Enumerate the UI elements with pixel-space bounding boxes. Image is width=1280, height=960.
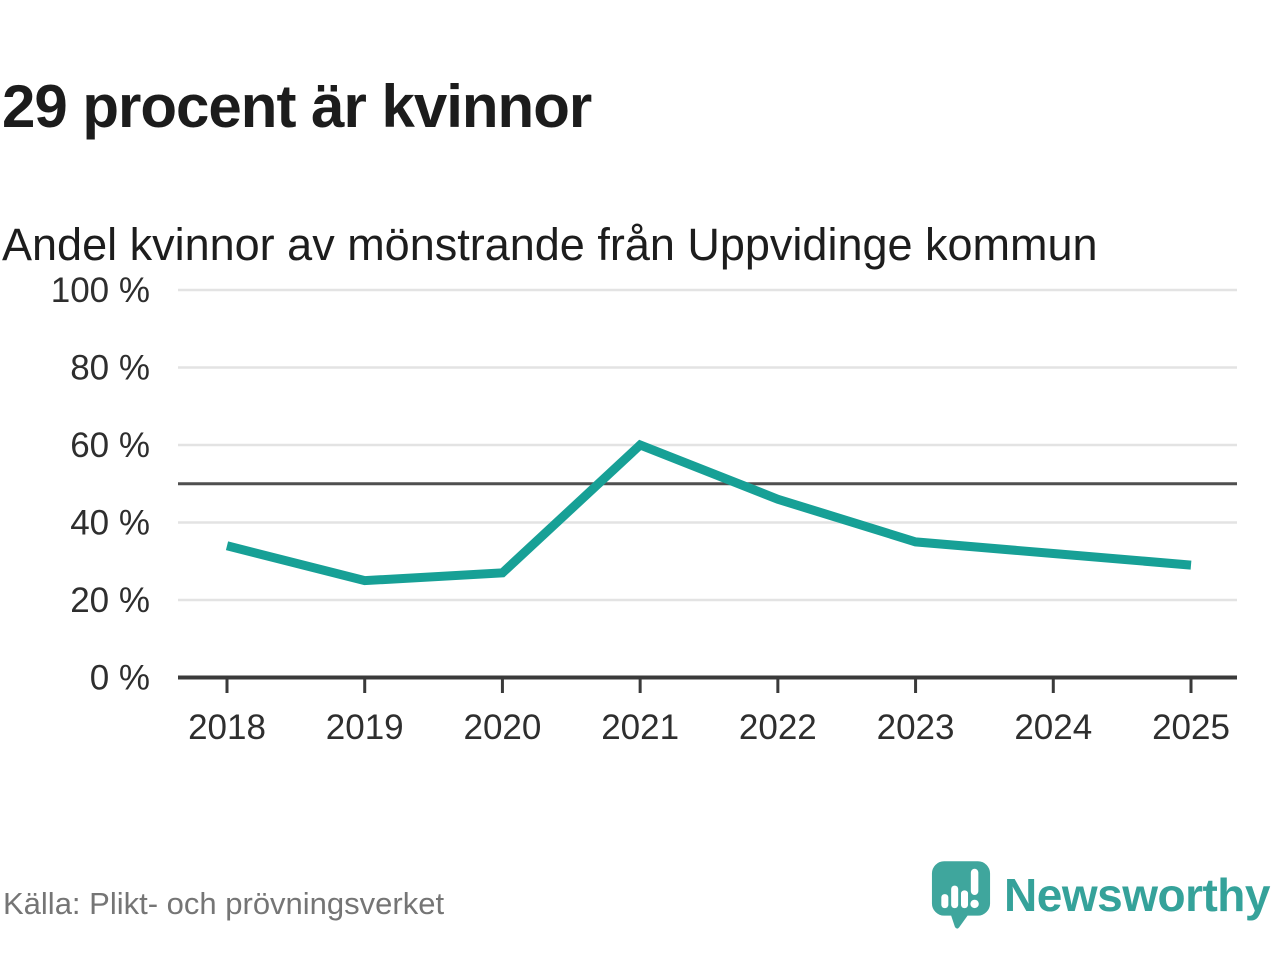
y-tick-label: 0 % [90,659,150,698]
x-tick-label: 2022 [739,708,817,747]
x-tick-label: 2024 [1014,708,1092,747]
x-tick-label: 2018 [188,708,266,747]
x-tick-label: 2025 [1152,708,1230,747]
page-title: 29 procent är kvinnor [2,73,592,141]
newsworthy-logo-icon [931,861,991,929]
y-tick-label: 20 % [70,581,150,620]
x-tick-label: 2023 [877,708,955,747]
x-tick-label: 2021 [601,708,679,747]
newsworthy-logo: Newsworthy [931,860,1270,930]
chart-subtitle: Andel kvinnor av mönstrande från Uppvidi… [2,219,1098,271]
y-tick-label: 80 % [70,349,150,388]
y-tick-label: 60 % [70,426,150,465]
x-tick-label: 2020 [463,708,541,747]
y-tick-label: 100 % [51,271,150,310]
x-tick-label: 2019 [326,708,404,747]
trend-line [225,439,1192,586]
y-tick-label: 40 % [70,504,150,543]
source-note: Källa: Plikt- och prövningsverket [3,886,445,921]
newsworthy-wordmark: Newsworthy [1004,869,1270,921]
